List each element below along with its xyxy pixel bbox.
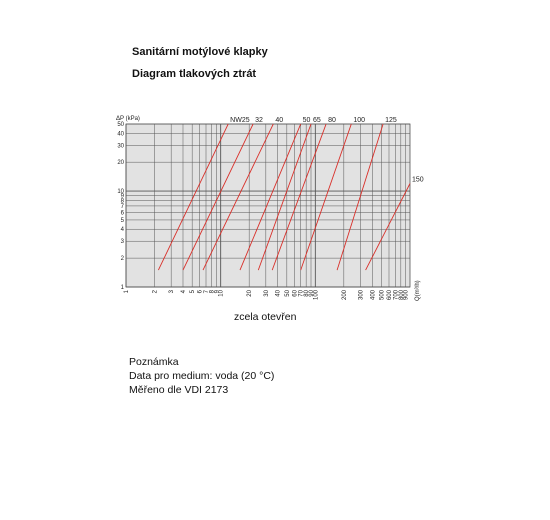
- y-tick-label: 9: [121, 193, 125, 199]
- series-line-40: [202, 123, 274, 271]
- y-tick-label: 30: [117, 143, 124, 149]
- series-line-50: [239, 123, 302, 271]
- note-heading: Poznámka: [129, 356, 179, 368]
- x-tick-label: 40: [276, 289, 282, 296]
- series-line-32: [182, 123, 254, 271]
- x-tick-label: 2: [152, 289, 158, 293]
- x-tick-label: 1: [124, 289, 130, 293]
- y-axis-label: ΔP (kPa): [116, 116, 140, 122]
- series-label-100: 100: [353, 117, 365, 124]
- y-tick-label: 7: [121, 204, 125, 210]
- series-labels: NW25 32 40 50 65 80 100 125 150: [230, 117, 424, 183]
- series-line-150: [365, 183, 411, 271]
- x-tick-label: 300: [359, 289, 365, 300]
- series-line-nw25: [157, 123, 229, 271]
- y-tick-label: 1: [121, 285, 125, 291]
- series-label-65: 65: [313, 117, 321, 124]
- x-tick-label: 800: [399, 289, 405, 300]
- note-standard: Měřeno dle VDI 2173: [129, 384, 229, 396]
- y-tick-label: 3: [121, 239, 125, 245]
- x-tick-label: 90: [309, 289, 315, 296]
- x-tick-label: 600: [387, 289, 393, 300]
- series-group: [157, 123, 411, 271]
- series-line-100: [300, 123, 352, 271]
- x-tick-label: 10: [219, 289, 225, 296]
- x-tick-label: 500: [380, 289, 386, 300]
- x-tick-label: 100: [313, 289, 319, 300]
- x-tick-label: 80: [304, 289, 310, 296]
- y-tick-label: 20: [117, 160, 124, 166]
- series-label-80: 80: [328, 117, 336, 124]
- x-tick-label: 5: [190, 289, 196, 293]
- plot-area: [125, 123, 411, 288]
- y-tick-label: 10: [117, 189, 124, 195]
- x-tick-label: 9: [214, 289, 220, 293]
- note-medium: Data pro medium: voda (20 °C): [129, 370, 275, 382]
- page-title: Sanitární motýlové klapky: [132, 46, 268, 58]
- grid: [125, 123, 410, 288]
- x-tick-label: 60: [292, 289, 298, 296]
- x-tick-label: 700: [393, 289, 399, 300]
- x-tick-label: 6: [198, 289, 204, 293]
- x-tick-label: 20: [247, 289, 253, 296]
- series-line-80: [271, 123, 327, 271]
- x-axis-label: Q(m³/h): [415, 280, 421, 301]
- x-tick-label: 4: [181, 289, 187, 293]
- series-label-125: 125: [385, 117, 397, 124]
- x-tick-label: 30: [264, 289, 270, 296]
- y-tick-label: 2: [121, 256, 125, 262]
- series-label-40: 40: [275, 117, 283, 124]
- series-label-150: 150: [412, 176, 424, 183]
- y-tick-label: 4: [121, 227, 125, 233]
- series-line-65: [257, 123, 312, 271]
- y-tick-label: 5: [121, 218, 125, 224]
- y-tick-label: 8: [121, 198, 125, 204]
- x-tick-label: 70: [299, 289, 305, 296]
- x-tick-label: 50: [285, 289, 291, 296]
- y-tick-label: 6: [121, 210, 125, 216]
- chart-subtitle: Diagram tlakových ztrát: [132, 68, 257, 80]
- chart-caption: zcela otevřen: [234, 311, 297, 323]
- x-tick-label: 900: [404, 289, 410, 300]
- x-tick-label: 7: [204, 289, 210, 293]
- y-tick-label: 50: [117, 122, 124, 128]
- series-label-nw25: NW25: [230, 117, 250, 124]
- series-line-125: [336, 123, 384, 271]
- x-tick-label: 8: [209, 289, 215, 293]
- x-tick-label: 200: [342, 289, 348, 300]
- series-label-32: 32: [255, 117, 263, 124]
- series-label-50: 50: [303, 117, 311, 124]
- x-tick-label: 3: [169, 289, 175, 293]
- y-tick-label: 40: [117, 131, 124, 137]
- x-tick-label: 400: [370, 289, 376, 300]
